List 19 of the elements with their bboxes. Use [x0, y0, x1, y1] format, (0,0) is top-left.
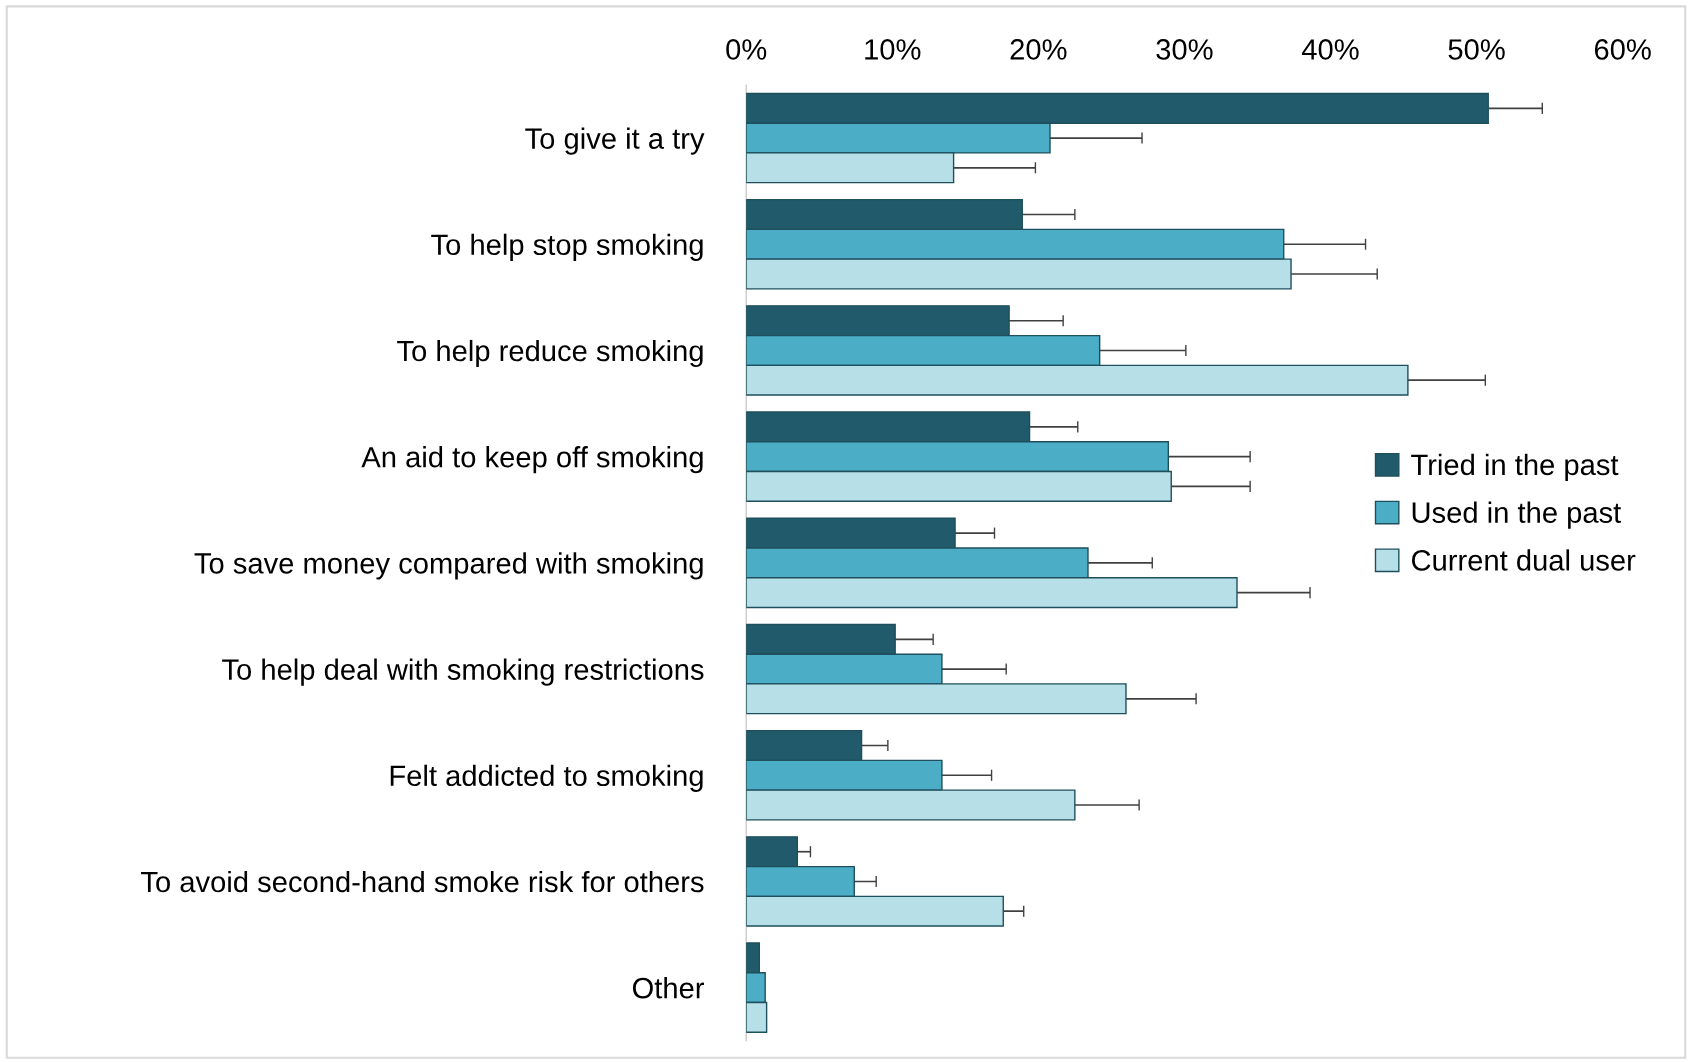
legend-label: Tried in the past	[1411, 453, 1619, 481]
x-tick-label: 20%	[1010, 39, 1067, 60]
legend-label: Current dual user	[1411, 549, 1636, 571]
x-tick-label: 60%	[1594, 39, 1651, 60]
x-tick-label: 50%	[1448, 39, 1505, 60]
x-tick-label: 10%	[865, 39, 921, 60]
x-tick-label: 40%	[1301, 39, 1359, 60]
legend-label: Used in the past	[1412, 501, 1622, 529]
y-tick-label: An aid to keep off smoking	[361, 446, 703, 474]
x-tick-label: 0%	[726, 39, 767, 60]
y-tick-label: To help deal with smoking restrictions	[222, 658, 704, 686]
y-tick-label: To save money compared with smoking	[194, 552, 703, 580]
x-tick-label: 30%	[1156, 39, 1213, 60]
y-tick-label: To help stop smoking	[431, 233, 703, 261]
y-tick-label: Other	[632, 977, 705, 999]
y-tick-label: To avoid second-hand smoke risk for others	[141, 870, 704, 893]
y-tick-label: To give it a try	[525, 127, 705, 155]
y-tick-label: Felt addicted to smoking	[390, 764, 703, 792]
y-tick-label: To help reduce smoking	[397, 339, 703, 368]
